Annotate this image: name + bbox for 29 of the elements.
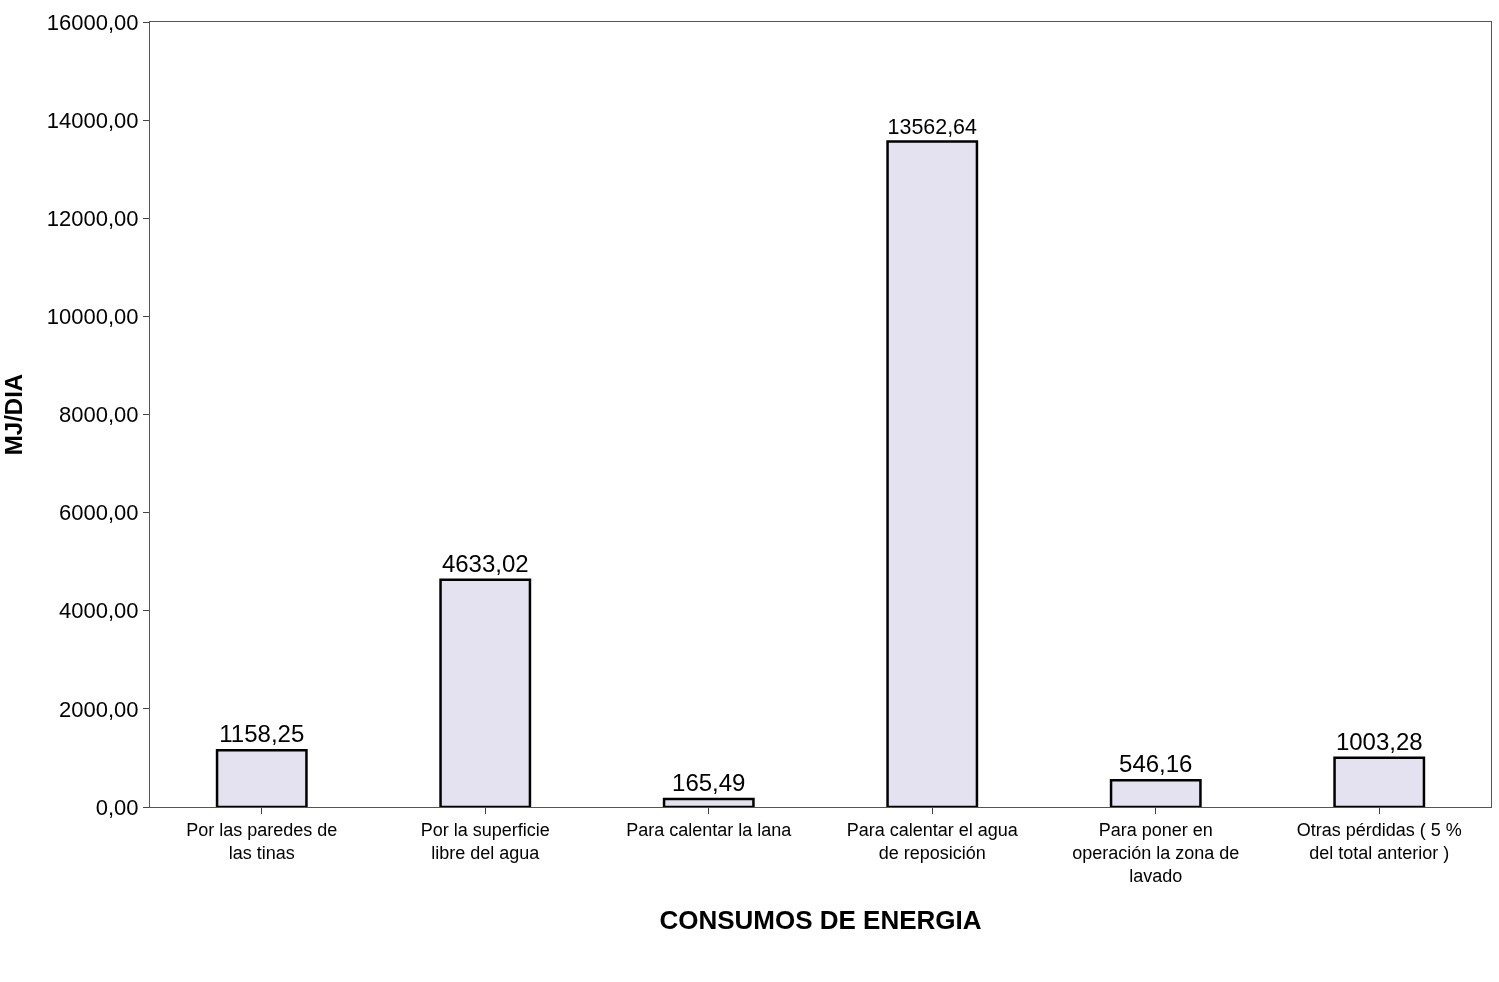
x-tick-label: Para calentar la lana bbox=[626, 819, 793, 840]
y-tick-label: 14000,00 bbox=[46, 107, 139, 133]
bar bbox=[662, 797, 755, 807]
y-axis-title: MJ/DIA bbox=[0, 373, 27, 456]
y-tick-label: 6000,00 bbox=[59, 500, 139, 526]
bar bbox=[1109, 778, 1202, 807]
y-tick-label: 10000,00 bbox=[46, 304, 139, 330]
x-tick-label: Para poner en operación la zona de lavado bbox=[1072, 819, 1240, 887]
x-tick-label: Para calentar el agua de reposición bbox=[846, 819, 1019, 863]
data-label: 546,16 bbox=[1119, 750, 1193, 778]
x-axis-title: CONSUMOS DE ENERGIA bbox=[659, 905, 982, 936]
y-tick-label: 12000,00 bbox=[46, 205, 139, 231]
bar bbox=[215, 748, 308, 807]
x-tick-label: Por las paredes de las tinas bbox=[186, 819, 338, 863]
y-tick-label: 0,00 bbox=[95, 794, 139, 820]
bar bbox=[439, 578, 532, 807]
x-tick-label: Otras pérdidas ( 5 % del total anterior ) bbox=[1296, 819, 1462, 863]
data-label: 4633,02 bbox=[441, 549, 529, 577]
bar bbox=[886, 140, 979, 807]
data-label: 1003,28 bbox=[1335, 727, 1423, 755]
bar bbox=[1333, 756, 1426, 807]
x-tick-label: Por la superficie libre del agua bbox=[420, 819, 550, 863]
y-tick-label: 2000,00 bbox=[59, 696, 139, 722]
data-label: 1158,25 bbox=[219, 720, 305, 748]
data-label: 165,49 bbox=[672, 768, 746, 796]
y-tick-label: 8000,00 bbox=[59, 402, 139, 428]
data-label: 13562,64 bbox=[887, 115, 978, 140]
y-tick-label: 4000,00 bbox=[59, 598, 139, 624]
y-tick-label: 16000,00 bbox=[46, 9, 139, 35]
